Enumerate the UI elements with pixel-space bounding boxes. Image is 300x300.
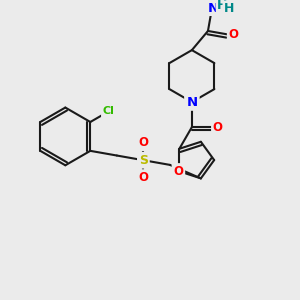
Text: H: H <box>217 0 227 12</box>
Text: O: O <box>173 165 183 178</box>
Text: N: N <box>186 96 197 109</box>
Text: O: O <box>138 171 148 184</box>
Text: N: N <box>186 96 197 109</box>
Text: O: O <box>138 136 148 149</box>
Text: Cl: Cl <box>103 106 115 116</box>
Text: O: O <box>229 28 239 41</box>
Text: H: H <box>224 2 234 15</box>
Text: O: O <box>213 121 223 134</box>
Text: S: S <box>139 154 148 167</box>
Text: N: N <box>208 2 219 15</box>
